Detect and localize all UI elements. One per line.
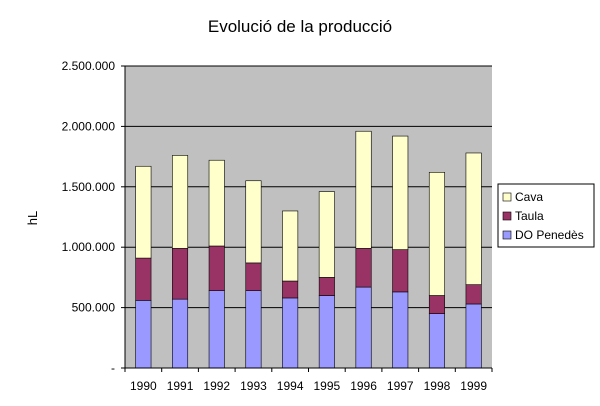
bar-segment [428,172,445,296]
bar-segment [428,295,445,314]
y-tick-label: - [111,361,115,375]
bar-segment [392,291,409,369]
bar-segment [465,284,482,305]
x-tick-label: 1995 [313,379,340,393]
y-axis-label: hL [25,211,40,225]
bar-segment [135,300,152,369]
bar-segment [172,155,189,249]
bars [135,130,482,369]
bar-segment [318,277,335,296]
y-tick-label: 1.500.000 [62,180,116,194]
bar-segment [172,298,189,369]
bar-segment [208,159,225,247]
legend-swatch [502,211,512,221]
bar-segment [355,130,372,249]
bar-segment [245,180,262,264]
bar-segment [135,257,152,301]
y-tick-label: 1.000.000 [62,240,116,254]
legend-label: Taula [515,209,544,223]
x-tick-label: 1993 [240,379,267,393]
bar-segment [355,248,372,288]
legend-label: Cava [515,190,543,204]
bar-segment [465,303,482,369]
legend-swatch [502,230,512,240]
x-tick-label: 1997 [387,379,414,393]
x-tick-label: 1999 [460,379,487,393]
x-tick-label: 1996 [350,379,377,393]
bar-segment [428,313,445,369]
bar-segment [245,290,262,369]
x-tick-label: 1994 [277,379,304,393]
bar-segment [172,248,189,300]
x-tick-label: 1991 [167,379,194,393]
legend-swatch [502,192,512,202]
chart-title: Evolució de la producció [208,17,392,36]
legend: Cava Taula DO Penedès [497,183,595,248]
bar-segment [208,245,225,291]
axes [121,65,493,372]
x-tick-label: 1998 [424,379,451,393]
x-tick-label: 1992 [203,379,230,393]
legend-label: DO Penedès [515,228,584,242]
bar-segment [282,280,299,299]
y-tick-label: 2.500.000 [62,59,116,73]
bar-segment [355,286,372,369]
x-tick-label: 1990 [130,379,157,393]
bar-segment [392,249,409,293]
bar-segment [208,290,225,369]
bar-segment [318,295,335,369]
bar-segment [135,165,152,259]
bar-segment [318,191,335,278]
y-tick-label: 2.000.000 [62,119,116,133]
bar-segment [392,135,409,250]
x-tick-labels: 1990 1991 1992 1993 1994 1995 1996 1997 1998 1999 [130,379,487,393]
y-tick-labels: - 500.000 1.000.000 1.500.000 2.000.000 2.500… [62,59,116,375]
bar-segment [282,210,299,282]
y-tick-label: 500.000 [72,301,116,315]
bar-segment [282,297,299,369]
bar-segment [245,262,262,291]
bar-segment [465,152,482,285]
legend-box [497,183,595,248]
